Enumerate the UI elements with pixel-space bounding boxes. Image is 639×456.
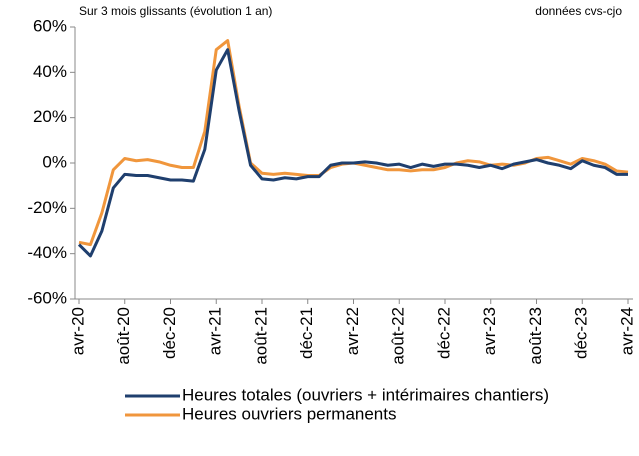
y-tick-label: -60% (27, 288, 67, 307)
x-tick-label: avr-24 (617, 307, 636, 355)
chart-subtitle: données cvs-cjo (535, 4, 622, 18)
x-tick-label: déc-21 (297, 307, 316, 359)
x-tick-label: août-23 (526, 307, 545, 365)
x-tick-label: avr-20 (68, 307, 87, 355)
series-line (77, 48, 628, 258)
legend-label: Heures ouvriers permanents (182, 404, 396, 423)
x-tick-label: août-20 (114, 307, 133, 365)
x-tick-label: avr-22 (343, 307, 362, 355)
series-line (78, 39, 629, 247)
x-tick-label: août-22 (389, 307, 408, 365)
y-tick-label: 0% (42, 152, 67, 171)
legend-label: Heures totales (ouvriers + intérimaires … (182, 385, 549, 404)
x-tick-label: avr-23 (480, 307, 499, 355)
y-tick-label: 20% (33, 107, 67, 126)
x-tick-label: avr-21 (206, 307, 225, 355)
y-tick-label: -20% (27, 198, 67, 217)
y-tick-label: 40% (33, 62, 67, 81)
x-tick-label: déc-22 (434, 307, 453, 359)
x-tick-label: août-21 (251, 307, 270, 365)
chart-subtitle: Sur 3 mois glissants (évolution 1 an) (79, 4, 272, 18)
x-tick-label: déc-23 (572, 307, 591, 359)
x-tick-label: déc-20 (160, 307, 179, 359)
y-tick-label: -40% (27, 243, 67, 262)
y-tick-label: 60% (33, 16, 67, 35)
